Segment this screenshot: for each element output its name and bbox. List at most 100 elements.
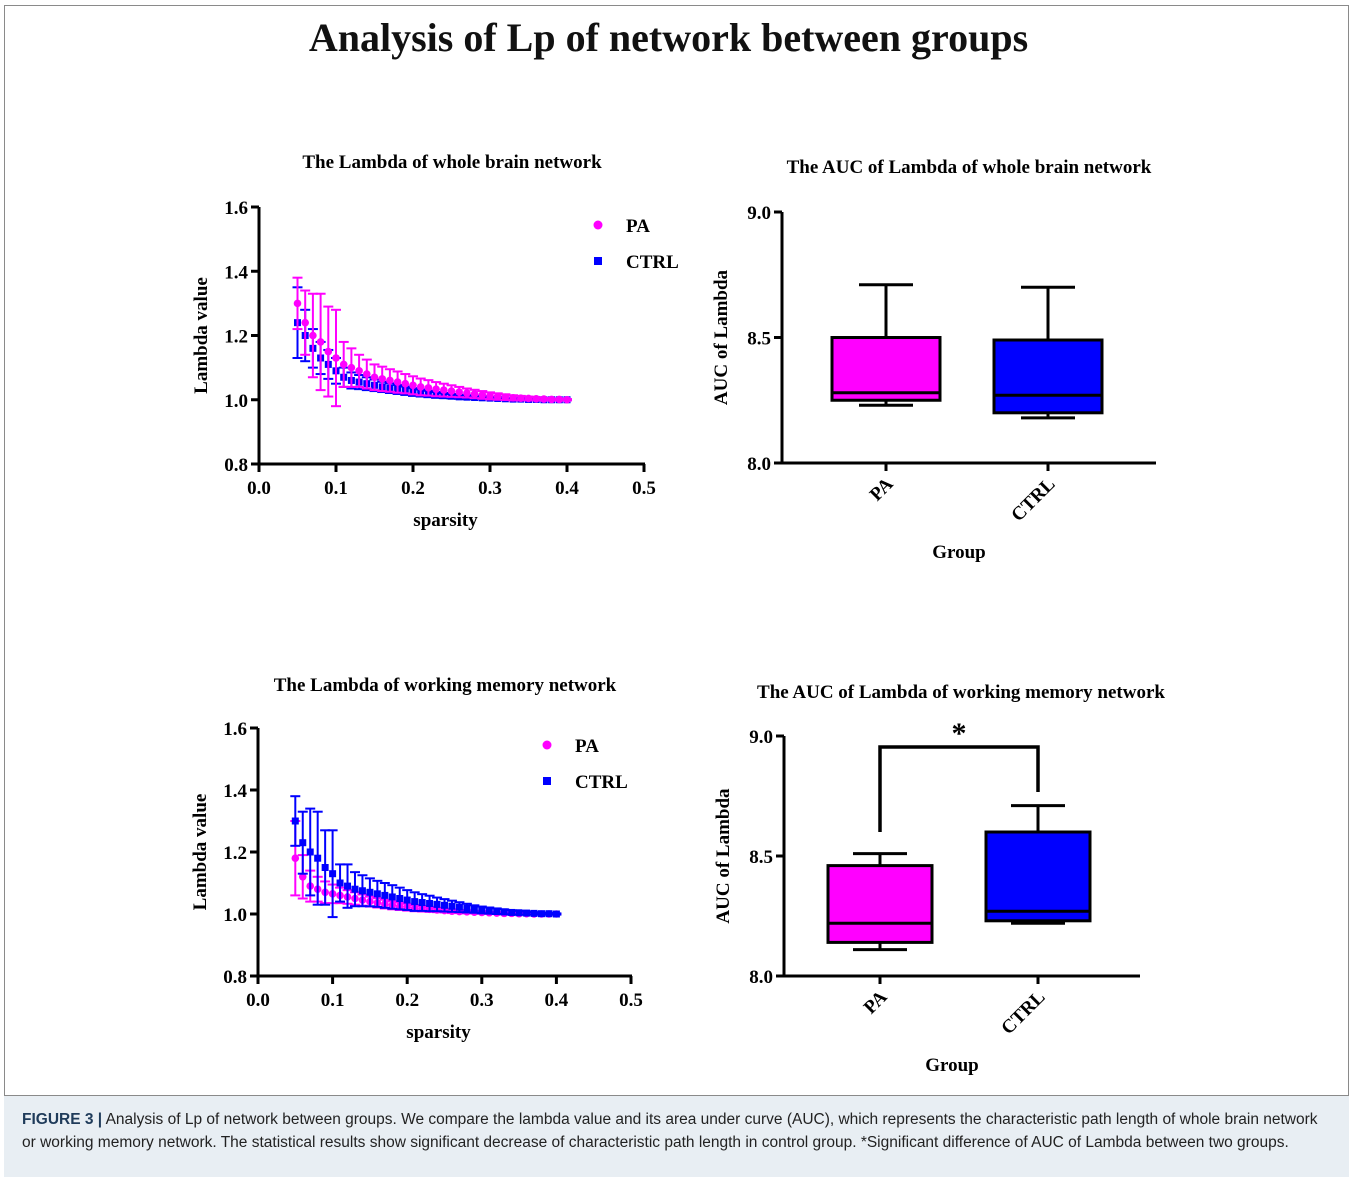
y-tick-label: 8.5	[747, 329, 771, 350]
data-point	[517, 394, 525, 402]
chart-title: The Lambda of working memory network	[274, 675, 617, 696]
data-point	[486, 392, 494, 400]
data-point	[324, 347, 333, 356]
data-point	[440, 386, 448, 394]
data-point	[401, 379, 410, 388]
data-point	[424, 384, 433, 392]
x-tick-label: 0.5	[619, 990, 643, 1011]
box-iqr	[826, 864, 934, 944]
data-point	[545, 910, 553, 918]
chart-whole-brain-lambda: The Lambda of whole brain network 0.8 1.0 1…	[191, 152, 679, 531]
series-pa	[290, 820, 562, 918]
legend-marker-ctrl	[594, 257, 602, 265]
legend-label: PA	[575, 736, 599, 757]
x-tick-label: 0.1	[324, 478, 348, 499]
legend-marker-pa	[593, 220, 603, 230]
x-tick-label: 0.0	[246, 990, 270, 1011]
y-tick-label: 9.0	[747, 203, 771, 224]
data-point	[293, 299, 302, 308]
box-iqr	[830, 336, 942, 402]
caption-label: FIGURE 3 |	[22, 1111, 103, 1128]
data-point	[344, 882, 352, 890]
x-tick-label: 0.3	[478, 478, 502, 499]
data-point	[347, 363, 356, 372]
box-ctrl	[992, 285, 1104, 420]
y-tick-label: 1.6	[224, 198, 248, 219]
chart-title: The AUC of Lambda of working memory netw…	[757, 682, 1165, 703]
data-point	[386, 376, 394, 385]
x-tick-label: CTRL	[1007, 474, 1059, 526]
data-point	[552, 910, 560, 918]
chart-title: The AUC of Lambda of whole brain network	[787, 157, 1152, 178]
x-axis-label: sparsity	[406, 1022, 471, 1043]
x-tick-label: PA	[866, 473, 898, 505]
data-point	[336, 879, 344, 887]
data-point	[463, 904, 471, 912]
y-tick-label: 0.8	[223, 967, 247, 988]
data-point	[321, 864, 329, 871]
data-point	[470, 390, 479, 398]
data-point	[381, 891, 389, 899]
box-pa	[830, 283, 942, 407]
data-point	[370, 373, 379, 382]
y-tick-label: 8.0	[747, 454, 771, 475]
data-point	[501, 393, 510, 401]
data-point	[411, 898, 419, 906]
x-tick-label: 0.2	[395, 990, 419, 1011]
box-ctrl	[984, 804, 1092, 925]
x-axis-label: sparsity	[413, 510, 478, 531]
data-point	[532, 394, 540, 403]
data-point	[426, 899, 434, 907]
x-tick-label: CTRL	[997, 987, 1049, 1039]
data-point	[373, 890, 381, 898]
data-point	[418, 899, 426, 907]
y-tick-label: 1.4	[224, 262, 248, 283]
data-point	[332, 354, 340, 362]
y-axis-label: AUC of Lambda	[713, 788, 734, 924]
data-point	[455, 388, 464, 396]
significance-marker: *	[952, 717, 967, 750]
chart-whole-brain-auc: The AUC of Lambda of whole brain network…	[711, 157, 1156, 563]
x-tick-label: 0.2	[401, 478, 425, 499]
data-point	[540, 395, 548, 403]
data-point	[291, 817, 299, 825]
x-axis-label: Group	[925, 1055, 979, 1076]
series-pa	[292, 276, 572, 408]
data-point	[455, 903, 463, 911]
data-point	[301, 318, 309, 327]
data-point	[470, 905, 478, 913]
y-tick-label: 0.8	[224, 455, 248, 476]
data-point	[485, 907, 493, 915]
data-point	[316, 338, 325, 346]
data-point	[378, 375, 386, 383]
data-point	[291, 854, 300, 862]
y-tick-label: 1.0	[223, 905, 247, 926]
data-point	[524, 394, 533, 403]
data-point	[537, 910, 545, 918]
y-axis-label: Lambda value	[191, 277, 212, 394]
data-point	[530, 909, 538, 917]
legend-marker-ctrl	[543, 777, 551, 785]
data-point	[463, 389, 471, 397]
data-point	[432, 385, 440, 393]
data-point	[493, 907, 501, 915]
legend-label: CTRL	[575, 772, 628, 793]
data-point	[509, 394, 517, 402]
data-point	[366, 888, 374, 896]
data-point	[299, 839, 307, 847]
y-tick-label: 1.2	[223, 843, 247, 864]
page-title: Analysis of Lp of network between groups	[308, 15, 1029, 60]
data-point	[363, 370, 371, 378]
data-point	[393, 378, 402, 386]
data-point	[403, 896, 411, 904]
y-axis-label: AUC of Lambda	[711, 269, 732, 405]
data-point	[309, 331, 317, 340]
chart-working-memory-lambda: The Lambda of working memory network 0.8 1…	[190, 675, 643, 1043]
data-point	[433, 900, 441, 908]
caption-text: Analysis of Lp of network between groups…	[22, 1111, 1318, 1151]
data-point	[523, 909, 531, 917]
data-point	[563, 395, 571, 404]
chart-title: The Lambda of whole brain network	[302, 152, 602, 173]
y-tick-label: 1.2	[224, 327, 248, 348]
series-ctrl	[292, 286, 572, 404]
